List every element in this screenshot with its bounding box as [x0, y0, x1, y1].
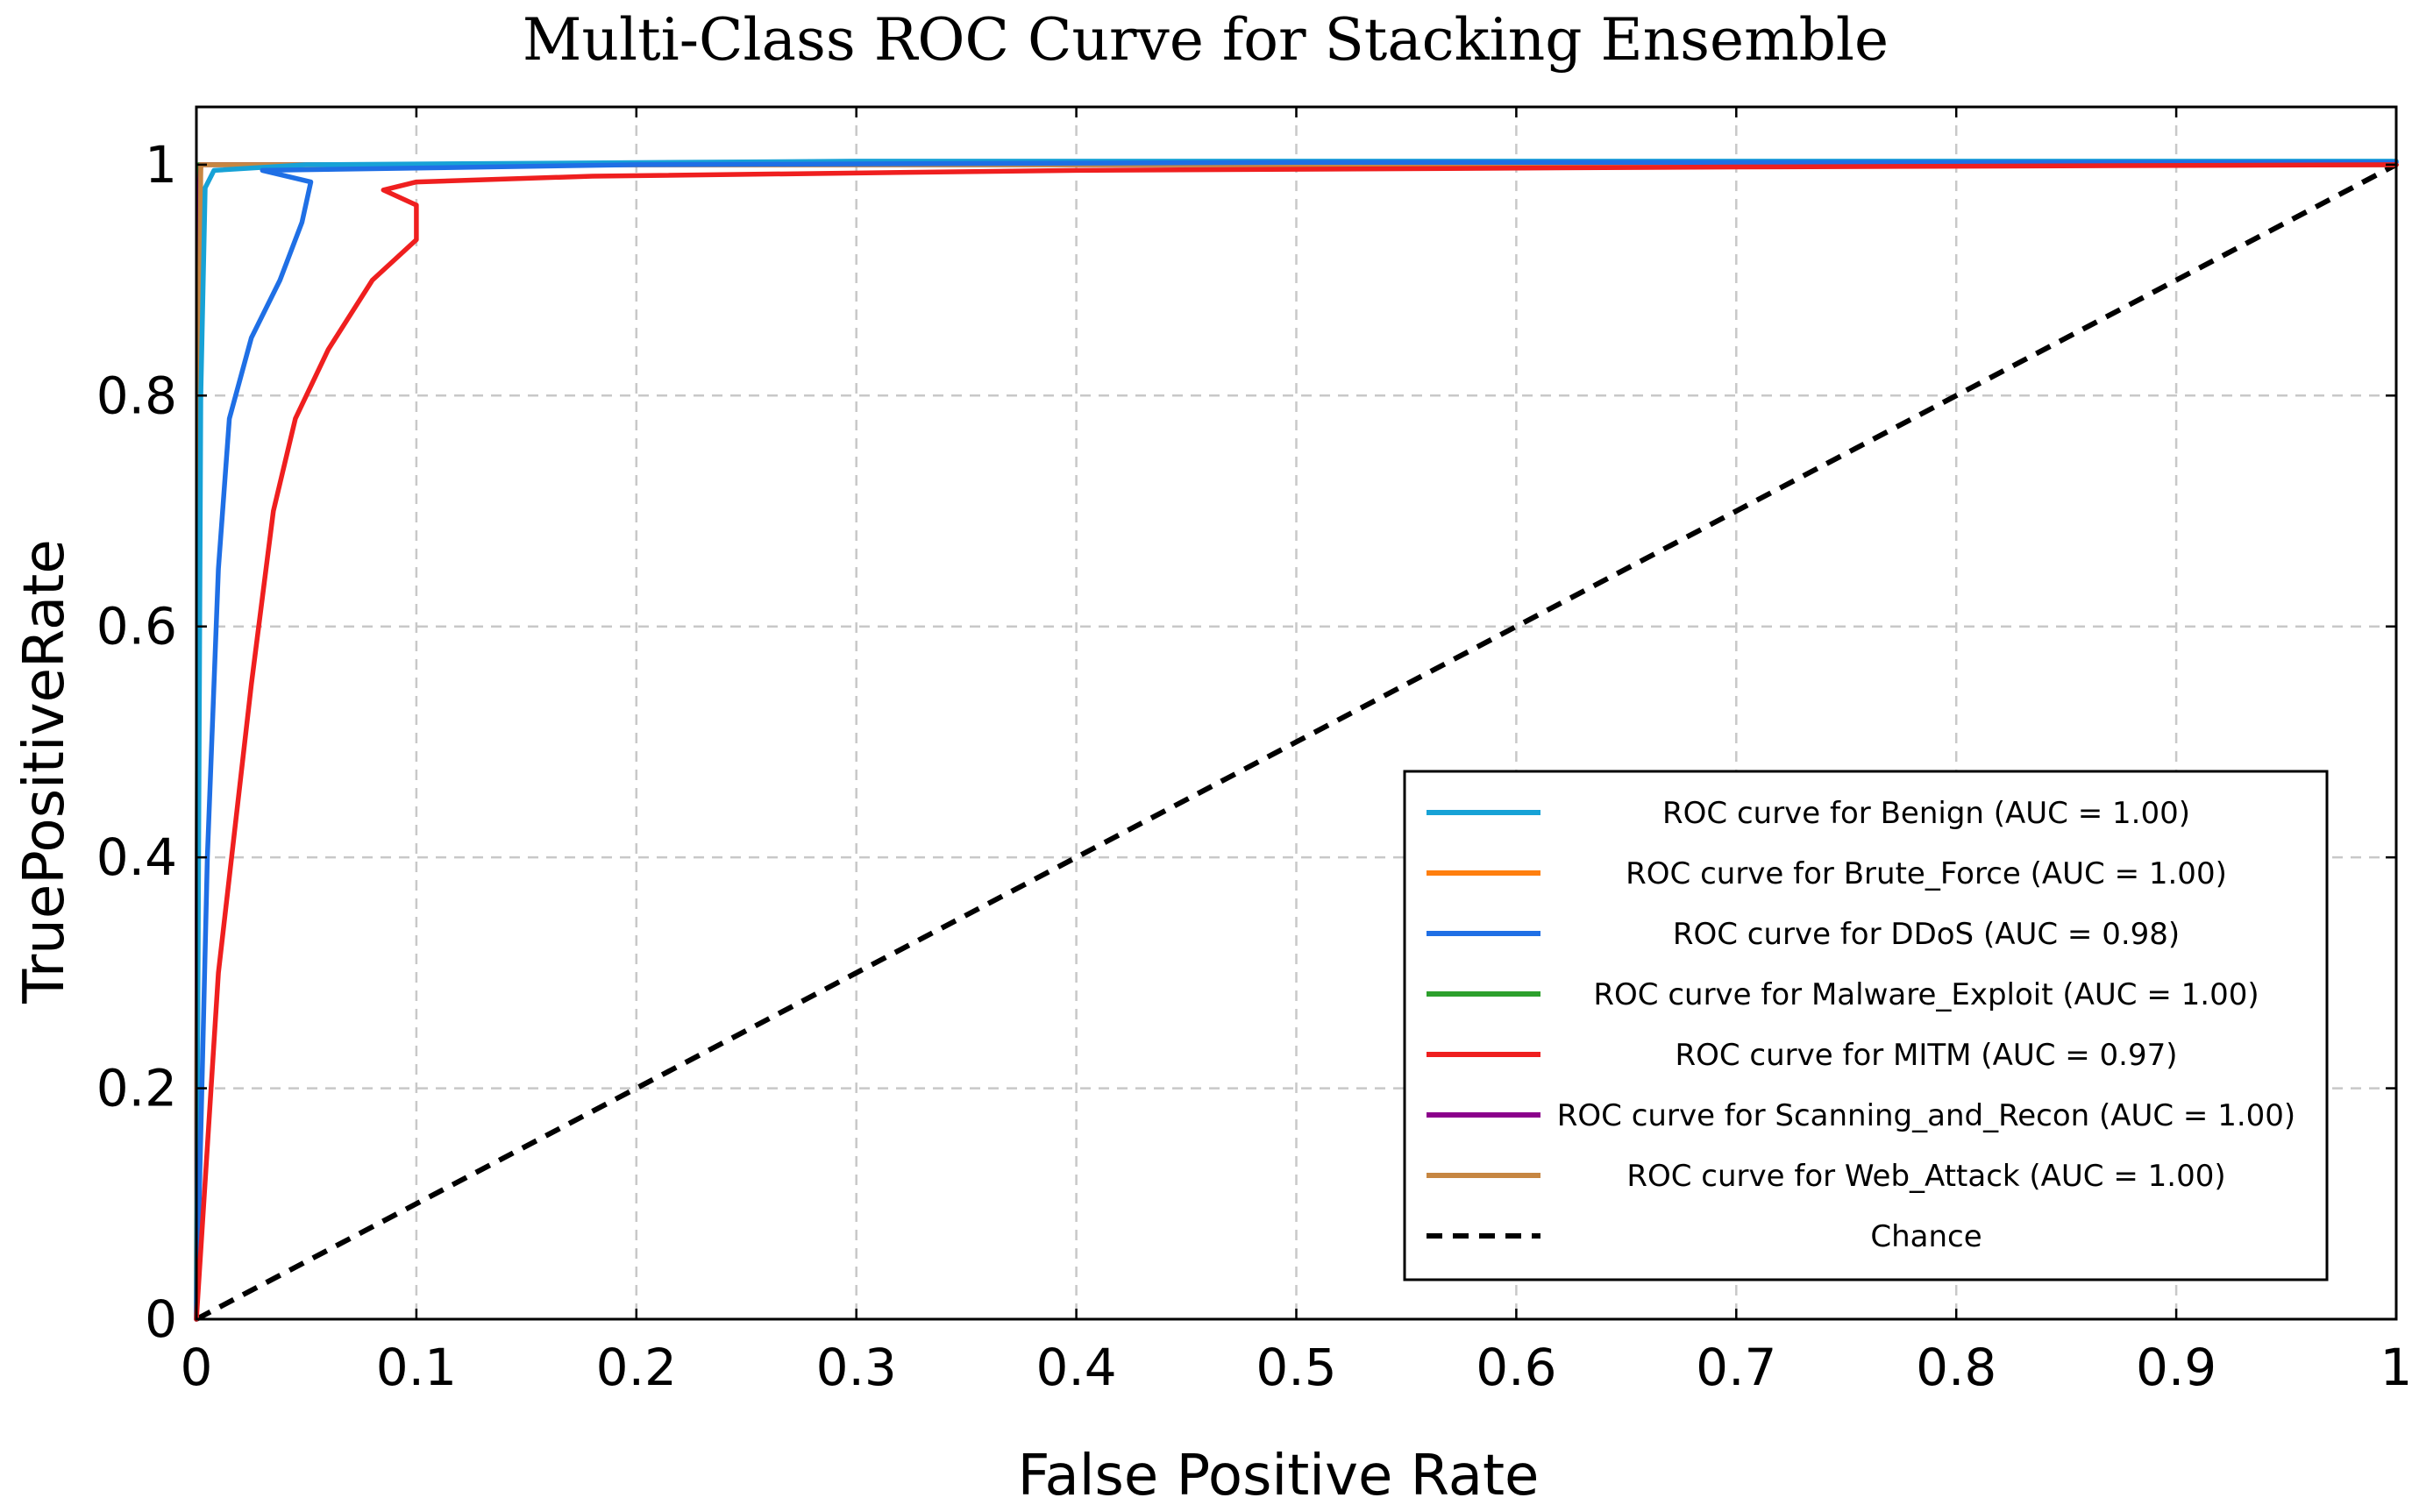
- legend: ROC curve for Benign (AUC = 1.00) ROC cur…: [1403, 770, 2329, 1281]
- x-tick-label: 0.4: [1035, 1338, 1116, 1397]
- x-tick-label: 1: [2380, 1338, 2412, 1397]
- legend-entry-label: ROC curve for Benign (AUC = 1.00): [1662, 796, 2190, 831]
- legend-entry-label: ROC curve for Web_Attack (AUC = 1.00): [1626, 1159, 2225, 1194]
- y-tick-label: 0.2: [96, 1059, 177, 1118]
- axis-ticks: 0 0.1 0.2 0.3 0.4 0.5 0.6 0.7 0.8 0.9 1 0 0.2 0.4 0.6 0…: [96, 107, 2412, 1397]
- y-tick-label: 0: [145, 1289, 177, 1349]
- x-tick-label: 0.8: [1916, 1338, 1996, 1397]
- legend-entry-label: ROC curve for Scanning_and_Recon (AUC = …: [1557, 1098, 2295, 1133]
- x-tick-label: 0.3: [816, 1338, 897, 1397]
- series-line-class-4: [194, 162, 2399, 1322]
- y-tick-label: 0.6: [96, 597, 177, 657]
- chart-title: Multi-Class ROC Curve for Stacking Ensem…: [523, 6, 1889, 74]
- series-line-class-2: [194, 160, 2399, 1322]
- legend-entry-label: ROC curve for Malware_Exploit (AUC = 1.0…: [1593, 977, 2259, 1012]
- x-tick-label: 0.2: [596, 1338, 677, 1397]
- y-tick-label: 1: [145, 135, 177, 195]
- legend-box: [1403, 770, 2329, 1281]
- legend-entry-label: Chance: [1870, 1219, 1982, 1254]
- legend-entry-label: ROC curve for MITM (AUC = 0.97): [1675, 1038, 2177, 1073]
- y-axis-label: TruePositiveRate: [12, 539, 77, 1004]
- x-tick-label: 0: [181, 1338, 213, 1397]
- x-tick-label: 0.5: [1256, 1338, 1336, 1397]
- x-tick-label: 0.6: [1476, 1338, 1556, 1397]
- series-line-chance: [195, 162, 2398, 1322]
- y-tick-label: 0.8: [96, 366, 177, 425]
- x-tick-label: 0.9: [2136, 1338, 2216, 1397]
- legend-entry-label: ROC curve for Brute_Force (AUC = 1.00): [1626, 856, 2227, 891]
- x-axis-label: False Positive Rate: [1018, 1444, 1540, 1508]
- x-tick-label: 0.7: [1696, 1338, 1776, 1397]
- x-tick-label: 0.1: [376, 1338, 457, 1397]
- legend-entry-label: ROC curve for DDoS (AUC = 0.98): [1673, 917, 2180, 952]
- y-tick-label: 0.4: [96, 827, 177, 887]
